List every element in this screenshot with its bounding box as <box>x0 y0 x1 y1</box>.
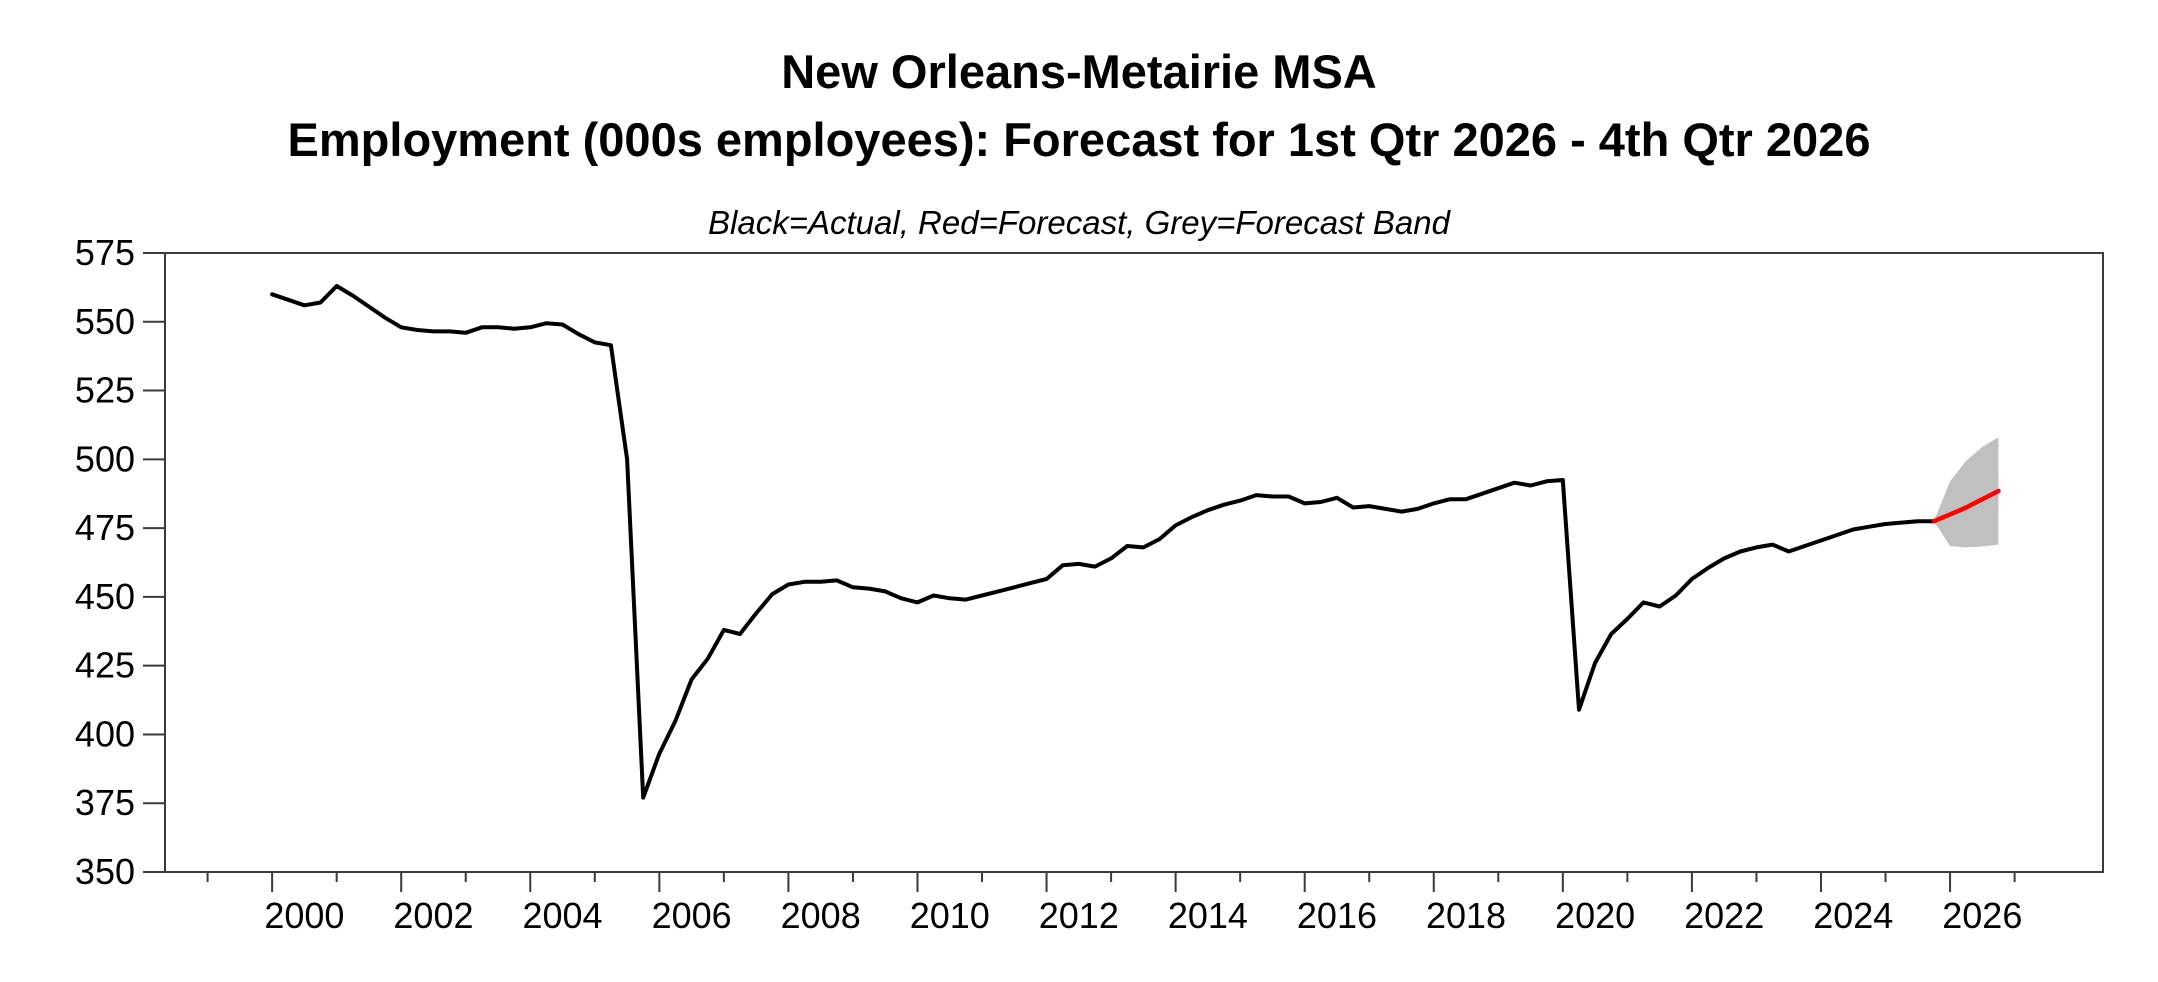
x-tick-label: 2010 <box>910 895 990 936</box>
chart-title-line2: Employment (000s employees): Forecast fo… <box>287 113 1871 166</box>
x-tick-label: 2014 <box>1168 895 1248 936</box>
y-tick-label: 500 <box>75 438 135 479</box>
y-tick-label: 475 <box>75 507 135 548</box>
x-tick-label: 2024 <box>1813 895 1893 936</box>
y-tick-label: 550 <box>75 301 135 342</box>
y-tick-label: 400 <box>75 713 135 754</box>
x-tick-label: 2002 <box>393 895 473 936</box>
x-tick-label: 2020 <box>1555 895 1635 936</box>
y-tick-label: 525 <box>75 370 135 411</box>
x-tick-label: 2012 <box>1039 895 1119 936</box>
y-tick-label: 575 <box>75 232 135 273</box>
forecast-band <box>1933 437 1999 548</box>
forecast-series-line <box>1931 488 2001 524</box>
chart-subtitle-legend: Black=Actual, Red=Forecast, Grey=Forecas… <box>708 204 1450 241</box>
plot-box <box>164 252 2104 873</box>
x-tick-label: 2022 <box>1684 895 1764 936</box>
y-tick-label: 425 <box>75 645 135 686</box>
y-tick-label: 375 <box>75 782 135 823</box>
actual-series-line <box>270 284 1936 800</box>
x-tick-label: 2006 <box>652 895 732 936</box>
y-tick-label: 450 <box>75 576 135 617</box>
x-tick-label: 2018 <box>1426 895 1506 936</box>
x-tick-label: 2000 <box>264 895 344 936</box>
x-tick-label: 2004 <box>522 895 602 936</box>
chart-title-line1: New Orleans-Metairie MSA <box>781 45 1377 98</box>
x-tick-label: 2026 <box>1942 895 2022 936</box>
x-tick-label: 2008 <box>781 895 861 936</box>
x-tick-label: 2016 <box>1297 895 1377 936</box>
y-tick-label: 350 <box>75 851 135 892</box>
